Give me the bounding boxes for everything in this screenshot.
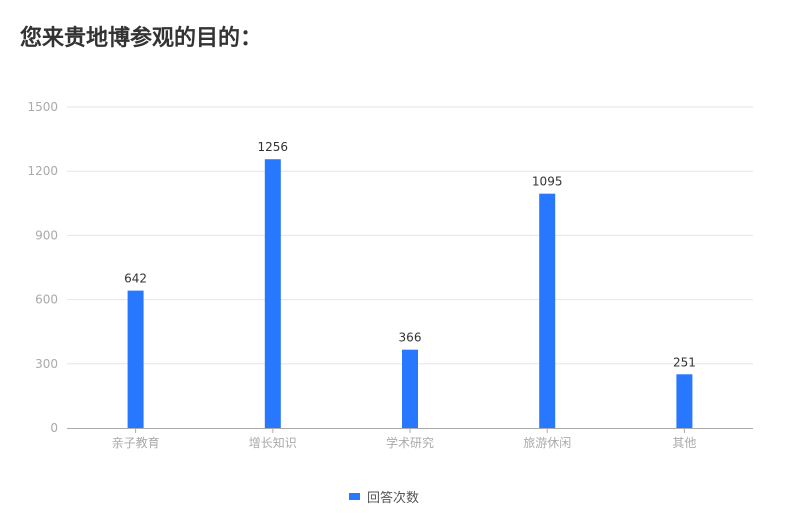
y-tick-label: 1500 xyxy=(27,100,58,114)
y-tick-label: 300 xyxy=(35,357,58,371)
data-label: 366 xyxy=(399,331,422,345)
y-tick-label: 900 xyxy=(35,228,58,242)
data-label: 1095 xyxy=(532,175,563,189)
x-tick-label: 旅游休闲 xyxy=(523,436,571,450)
x-tick-label: 学术研究 xyxy=(386,435,434,450)
bar xyxy=(676,374,693,428)
x-tick-label: 亲子教育 xyxy=(112,435,160,450)
bar xyxy=(264,159,281,428)
data-label: 1256 xyxy=(258,140,289,154)
x-tick-label: 其他 xyxy=(672,436,696,450)
data-label: 251 xyxy=(673,355,696,369)
bar xyxy=(402,349,418,428)
y-tick-label: 0 xyxy=(50,421,58,435)
legend-marker xyxy=(349,493,360,500)
bar xyxy=(127,290,144,428)
y-tick-label: 1200 xyxy=(27,164,58,178)
y-tick-label: 600 xyxy=(35,293,58,307)
bar xyxy=(539,193,556,428)
data-label: 642 xyxy=(124,272,147,286)
x-tick-label: 增长知识 xyxy=(249,436,297,450)
legend-label: 回答次数 xyxy=(367,490,419,506)
page-title: 您来贵地博参观的目的： xyxy=(20,26,263,51)
